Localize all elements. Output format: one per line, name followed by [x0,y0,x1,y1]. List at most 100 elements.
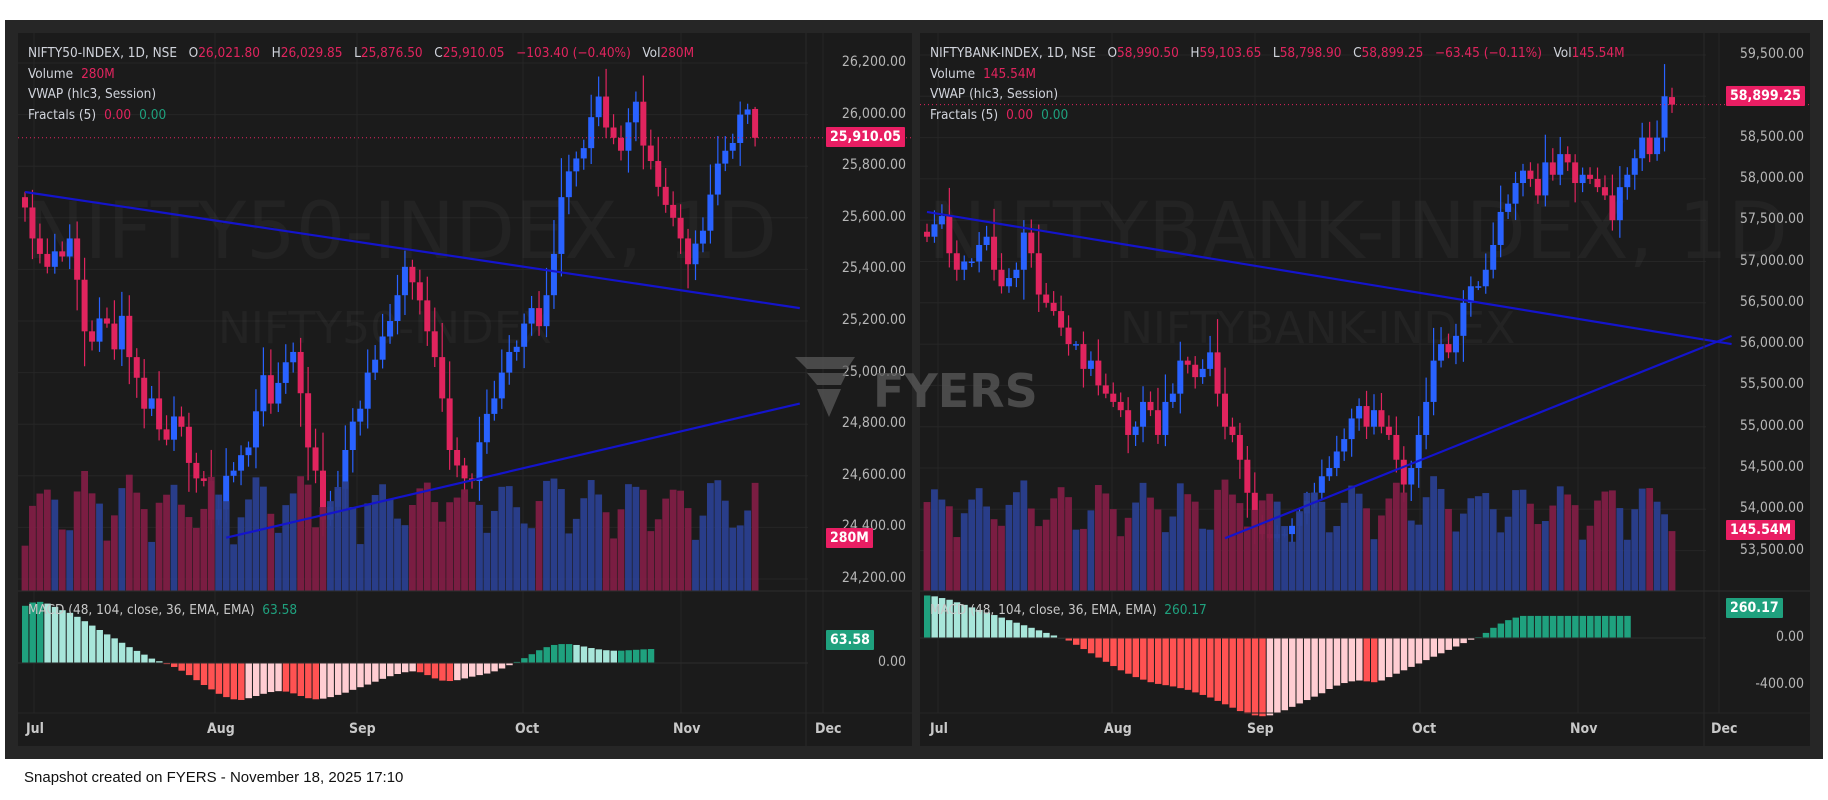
volume-indicator-row[interactable]: Volume 145.54M [930,64,1625,85]
high-label: H [271,45,281,61]
time-axis-tick: Sep [1247,721,1274,737]
nifty50-chart-panel[interactable]: NIFTY50-INDEX, 1D, NSE O26,021.80 H26,02… [18,33,912,746]
price-axis-tick: 59,500.00 [1739,46,1804,62]
macd-legend[interactable]: MACD (48, 104, close, 36, EMA, EMA) 63.5… [28,602,297,618]
low-label: L [354,45,361,61]
macd-value: 260.17 [1164,602,1207,618]
macd-value-tag: 63.58 [826,630,874,650]
time-axis-tick: Aug [1104,721,1132,737]
symbol-title: NIFTY50-INDEX, 1D, NSE [28,45,178,61]
time-axis-tick: Nov [673,721,701,737]
open-label: O [1107,45,1118,61]
low-value: 25,876.50 [360,45,423,61]
low-value: 58,798.90 [1279,45,1342,61]
price-axis-tick: 57,000.00 [1739,252,1804,269]
price-axis-tick: 56,000.00 [1739,335,1804,352]
high-value: 59,103.65 [1199,45,1262,61]
price-axis-tick: 58,500.00 [1739,128,1804,145]
symbol-title: NIFTYBANK-INDEX, 1D, NSE [930,45,1096,61]
macd-axis-zero: 0.00 [877,654,906,670]
time-axis-tick: Oct [515,721,540,737]
time-axis-tick: Sep [349,721,376,737]
price-axis-tick: 25,600.00 [841,208,906,225]
close-label: C [434,45,443,61]
last-price-tag: 58,899.25 [1726,86,1805,106]
macd-legend[interactable]: MACD (48, 104, close, 36, EMA, EMA) 260.… [930,602,1207,618]
niftybank-legend: NIFTYBANK-INDEX, 1D, NSE O58,990.50 H59,… [930,43,1625,125]
niftybank-chart-panel[interactable]: NIFTYBANK-INDEX, 1D, NSE O58,990.50 H59,… [920,33,1810,746]
time-axis-tick: Jul [930,721,948,737]
macd-axis-zero: 0.00 [1775,629,1804,645]
time-axis-tick: Dec [815,721,842,737]
price-axis-tick: 25,000.00 [841,363,906,380]
volume-tag: 145.54M [1726,520,1796,540]
price-axis-tick: 58,000.00 [1739,169,1804,186]
vwap-indicator-row[interactable]: VWAP (hlc3, Session) [28,84,694,105]
price-axis-tick: 53,500.00 [1739,541,1804,558]
vwap-label: VWAP (hlc3, Session) [930,86,1059,102]
macd-label: MACD (48, 104, close, 36, EMA, EMA) [930,602,1157,618]
vol-value: 280M [660,45,695,61]
fractals-value-1: 0.00 [1006,106,1034,123]
svg-text:NIFTYBANK-INDEX, 1D: NIFTYBANK-INDEX, 1D [928,187,1788,277]
macd-axis-minus400: -400.00 [1755,676,1804,692]
volume-value: 145.54M [983,65,1037,82]
change-value: −103.40 (−0.40%) [516,45,631,61]
fyers-logo-watermark: FYERS [795,357,1035,418]
time-axis-tick: Dec [1711,721,1738,737]
fractals-value-1: 0.00 [104,106,132,123]
fyers-wordmark: FYERS [873,364,1035,418]
volume-tag: 280M [826,528,873,548]
price-axis-tick: 54,500.00 [1739,459,1804,475]
change-value: −63.45 (−0.11%) [1434,45,1542,61]
snapshot-footer: Snapshot created on FYERS - November 18,… [24,769,404,786]
close-label: C [1353,45,1362,61]
fractals-label: Fractals (5) [28,106,97,123]
price-axis-tick: 55,500.00 [1739,376,1804,393]
price-axis-tick: 26,000.00 [841,105,906,122]
vwap-indicator-row[interactable]: VWAP (hlc3, Session) [930,84,1625,105]
close-value: 58,899.25 [1361,45,1424,61]
price-axis-tick: 24,600.00 [841,466,906,483]
open-value: 58,990.50 [1117,45,1179,61]
macd-label: MACD (48, 104, close, 36, EMA, EMA) [28,602,255,618]
ohlc-row: NIFTYBANK-INDEX, 1D, NSE O58,990.50 H59,… [930,43,1625,64]
high-value: 26,029.85 [280,45,343,61]
time-axis-tick: Aug [207,721,235,737]
fractals-label: Fractals (5) [930,106,999,123]
price-axis-tick: 25,400.00 [841,260,906,277]
low-label: L [1272,45,1280,61]
vol-label: Vol [642,45,661,61]
close-value: 25,910.05 [442,45,505,61]
ohlc-row: NIFTY50-INDEX, 1D, NSE O26,021.80 H26,02… [28,43,694,64]
open-label: O [188,45,199,61]
vwap-label: VWAP (hlc3, Session) [28,86,157,102]
open-value: 26,021.80 [198,45,260,61]
time-axis-tick: Oct [1412,721,1437,737]
price-axis-tick: 25,800.00 [841,157,906,174]
price-axis-tick: 56,500.00 [1739,293,1804,310]
volume-label: Volume [28,65,74,82]
time-axis-tick: Jul [26,721,44,737]
price-axis-tick: 26,200.00 [841,54,906,70]
volume-value: 280M [81,65,115,82]
price-axis-tick: 55,000.00 [1739,417,1804,434]
price-axis-tick: 25,200.00 [841,312,906,328]
fractals-indicator-row[interactable]: Fractals (5) 0.00 0.00 [28,105,694,126]
fractals-value-2: 0.00 [139,106,167,123]
price-axis-tick: 57,500.00 [1739,211,1804,228]
time-axis-tick: Nov [1570,721,1598,737]
last-price-tag: 25,910.05 [826,127,905,147]
volume-indicator-row[interactable]: Volume 280M [28,64,694,85]
macd-value: 63.58 [262,602,298,618]
fractals-indicator-row[interactable]: Fractals (5) 0.00 0.00 [930,105,1625,126]
price-axis-tick: 54,000.00 [1739,500,1804,517]
volume-label: Volume [930,65,976,82]
price-axis-tick: 24,800.00 [841,415,906,432]
vol-value: 145.54M [1571,45,1625,61]
price-axis-tick: 24,200.00 [841,570,906,586]
high-label: H [1190,45,1200,61]
nifty50-legend: NIFTY50-INDEX, 1D, NSE O26,021.80 H26,02… [28,43,694,125]
